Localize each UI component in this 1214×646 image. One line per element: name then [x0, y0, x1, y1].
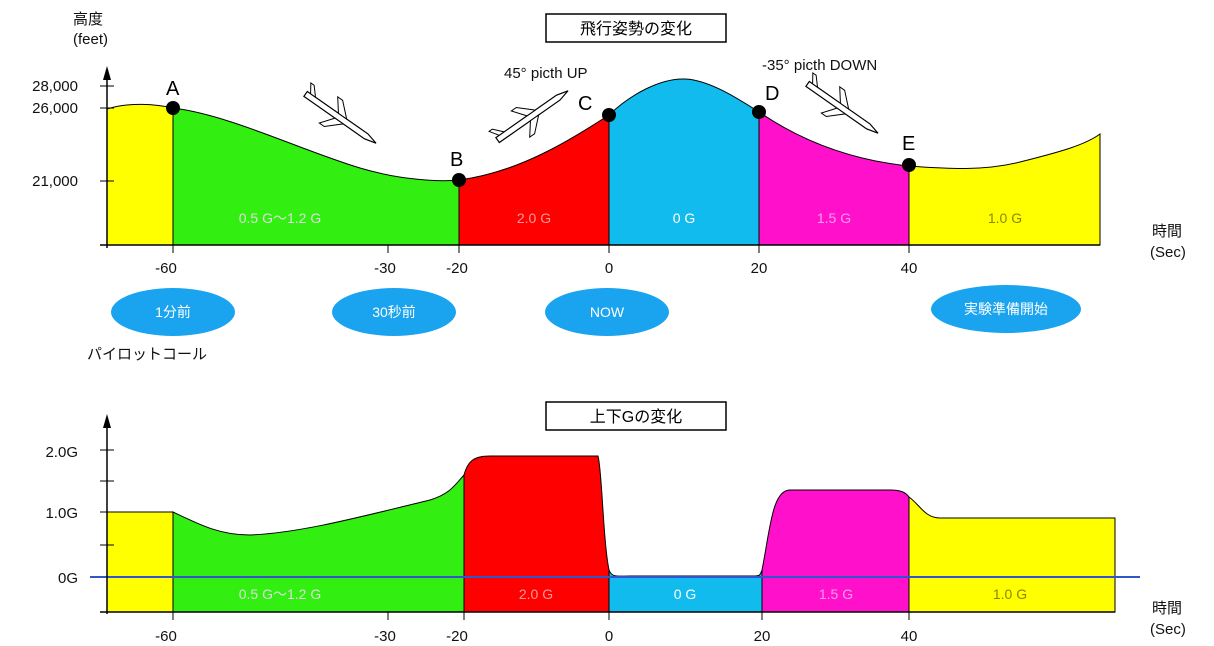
point-c-marker — [602, 108, 616, 122]
point-a-marker — [166, 101, 180, 115]
bottom-y-tick-label: 1.0G — [45, 505, 78, 522]
bottom-zone-label: 1.5 G — [819, 586, 853, 602]
g-region-red — [463, 455, 610, 613]
top-x-axis-title-line2: (Sec) — [1150, 244, 1186, 261]
bottom-panel: 2.0G 1.0G 0G -60 -30 -20 0 20 40 時間 (Sec… — [45, 401, 1186, 645]
bottom-title-box — [545, 401, 727, 431]
bottom-x-tick-label: -20 — [446, 628, 468, 645]
event-oval-30sec — [332, 288, 456, 336]
top-zone-label: 0.5 G〜1.2 G — [239, 210, 321, 226]
top-zone-label: 0 G — [673, 210, 696, 226]
top-x-tick-label: -30 — [374, 260, 396, 277]
event-oval-start — [931, 285, 1081, 333]
point-e-label: E — [902, 133, 915, 155]
top-y-arrow — [103, 66, 111, 80]
bottom-x-tick-label: -30 — [374, 628, 396, 645]
top-title: 飛行姿勢の変化 — [580, 20, 692, 38]
top-y-axis-title-line1: 高度 — [73, 11, 103, 28]
top-y-tick-label: 28,000 — [32, 78, 78, 95]
bottom-x-tick-label: -60 — [155, 628, 177, 645]
region-yellow-right — [908, 133, 1101, 246]
airplane-icon — [805, 71, 879, 134]
bottom-title: 上下Gの変化 — [590, 408, 682, 426]
airplane-icon — [488, 90, 569, 144]
event-label: NOW — [590, 304, 625, 320]
bottom-x-axis-title-line1: 時間 — [1152, 600, 1182, 617]
point-a-label: A — [166, 78, 180, 100]
top-y-tick-label: 21,000 — [32, 173, 78, 190]
bottom-zone-label: 2.0 G — [519, 586, 553, 602]
top-zone-label: 1.0 G — [988, 210, 1022, 226]
pitch-down-label: -35° picth DOWN — [762, 57, 877, 74]
region-green — [172, 107, 460, 246]
bottom-zone-label: 1.0 G — [993, 586, 1027, 602]
top-zone-label: 1.5 G — [817, 210, 851, 226]
event-label: 30秒前 — [372, 304, 416, 320]
event-oval-now — [545, 288, 669, 336]
bottom-x-tick-label: 40 — [901, 628, 918, 645]
top-x-tick-label: -60 — [155, 260, 177, 277]
bottom-x-tick-label: 0 — [605, 628, 613, 645]
top-title-box — [545, 13, 727, 43]
top-panel: 28,000 26,000 21,000 高度 (feet) -60 -30 -… — [32, 11, 1186, 363]
top-y-tick-label: 26,000 — [32, 100, 78, 117]
g-region-yellow-left — [106, 511, 174, 613]
event-oval-1min — [111, 288, 235, 336]
bottom-y-arrow — [103, 414, 111, 428]
top-x-tick-label: 40 — [901, 260, 918, 277]
top-zone-label: 2.0 G — [517, 210, 551, 226]
point-d-marker — [752, 105, 766, 119]
bottom-zone-label: 0 G — [674, 586, 697, 602]
point-d-label: D — [765, 83, 779, 105]
point-b-label: B — [450, 149, 463, 171]
point-b-marker — [452, 173, 466, 187]
point-e-marker — [902, 158, 916, 172]
bottom-x-tick-label: 20 — [754, 628, 771, 645]
event-label: 1分前 — [155, 304, 191, 320]
pilot-call-label: パイロットコール — [87, 346, 207, 363]
top-x-tick-label: 0 — [605, 260, 613, 277]
point-c-label: C — [578, 93, 592, 115]
top-x-axis-title-line1: 時間 — [1152, 223, 1182, 240]
bottom-y-tick-label: 2.0G — [45, 444, 78, 461]
top-x-tick-label: 20 — [751, 260, 768, 277]
g-region-yellow-right — [908, 496, 1116, 613]
airplane-icon — [303, 81, 377, 144]
region-yellow-left — [106, 103, 174, 246]
bottom-x-axis-title-line2: (Sec) — [1150, 621, 1186, 638]
bottom-y-tick-label: 0G — [58, 570, 78, 587]
pitch-up-label: 45° picth UP — [504, 65, 588, 82]
event-label: 実験準備開始 — [964, 301, 1048, 317]
bottom-zone-label: 0.5 G〜1.2 G — [239, 586, 321, 602]
top-y-axis-title-line2: (feet) — [73, 31, 108, 48]
top-x-tick-label: -20 — [446, 260, 468, 277]
